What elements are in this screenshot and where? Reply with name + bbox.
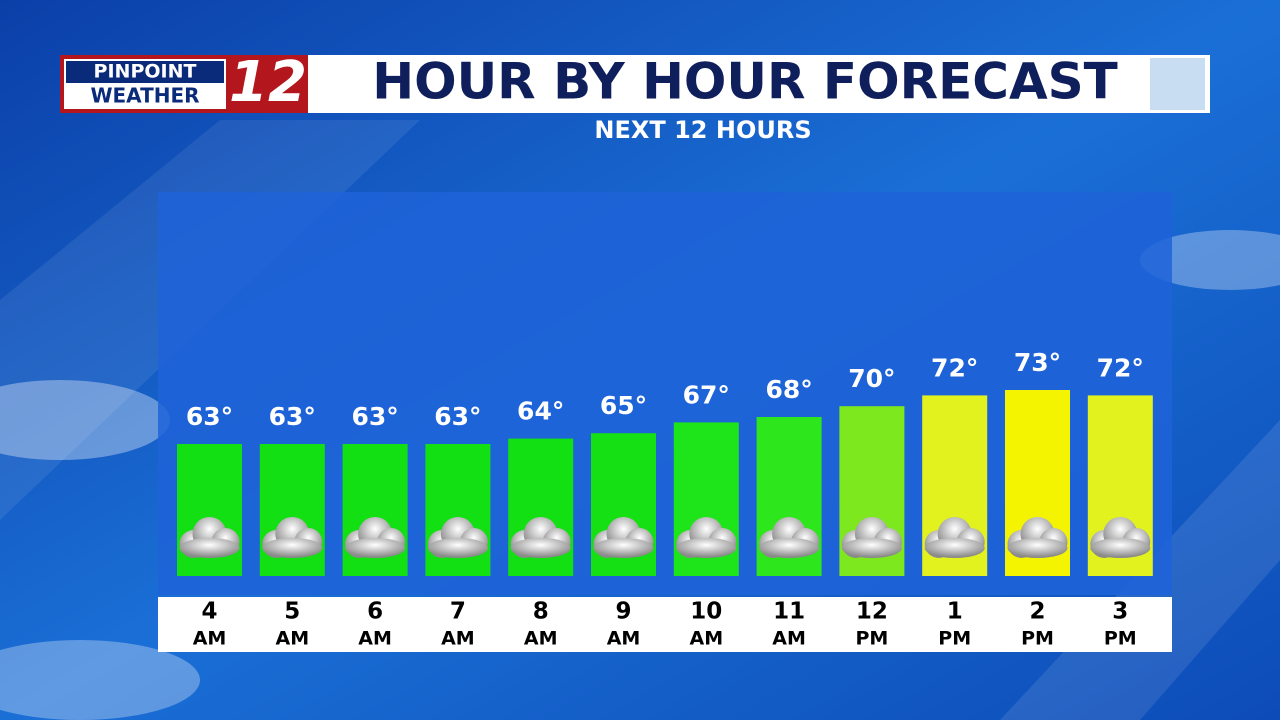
x-tick-label: 10 bbox=[690, 599, 722, 625]
x-tick-label: 7 bbox=[450, 599, 466, 625]
x-tick-label: 8 bbox=[533, 599, 549, 625]
x-tick-label: AM bbox=[772, 628, 806, 650]
x-tick-label: PM bbox=[938, 628, 971, 650]
label-strip bbox=[158, 597, 1172, 652]
x-tick-label: AM bbox=[441, 628, 475, 650]
value-label: 63° bbox=[434, 402, 481, 431]
weather-icon bbox=[510, 538, 571, 558]
logo-text: WEATHER bbox=[90, 84, 199, 108]
weather-icon bbox=[924, 538, 985, 558]
value-label: 72° bbox=[931, 353, 978, 382]
x-tick-label: AM bbox=[689, 628, 723, 650]
value-label: 73° bbox=[1014, 348, 1061, 377]
logo-band bbox=[66, 61, 224, 83]
x-tick-label: PM bbox=[1021, 628, 1054, 650]
weather-icon bbox=[1090, 538, 1151, 558]
weather-icon bbox=[262, 538, 323, 558]
weather-icon bbox=[841, 538, 902, 558]
value-label: 67° bbox=[683, 380, 730, 409]
bg-cloud bbox=[0, 640, 200, 720]
bg-cloud bbox=[1140, 230, 1280, 290]
logo-text: PINPOINT bbox=[94, 61, 197, 83]
chart-subtitle: NEXT 12 HOURS bbox=[594, 116, 811, 144]
x-tick-label: AM bbox=[193, 628, 227, 650]
chart-title: HOUR BY HOUR FORECAST bbox=[372, 53, 1118, 111]
value-label: 63° bbox=[269, 402, 316, 431]
value-label: 70° bbox=[848, 364, 895, 393]
x-tick-label: AM bbox=[524, 628, 558, 650]
weather-icon bbox=[427, 538, 488, 558]
x-tick-label: 11 bbox=[773, 599, 805, 625]
x-tick-label: PM bbox=[855, 628, 888, 650]
x-tick-label: 1 bbox=[947, 599, 963, 625]
x-tick-label: PM bbox=[1104, 628, 1137, 650]
x-tick-label: AM bbox=[358, 628, 392, 650]
x-tick-label: 4 bbox=[201, 599, 217, 625]
weather-icon bbox=[345, 538, 406, 558]
x-tick-label: 6 bbox=[367, 599, 383, 625]
logo-number: 12 bbox=[229, 50, 307, 115]
value-label: 64° bbox=[517, 397, 564, 426]
weather-icon bbox=[1007, 538, 1068, 558]
x-tick-label: AM bbox=[607, 628, 641, 650]
weather-icon bbox=[759, 538, 820, 558]
value-label: 65° bbox=[600, 391, 647, 420]
weather-icon bbox=[676, 538, 737, 558]
value-label: 63° bbox=[351, 402, 398, 431]
weather-icon bbox=[179, 538, 240, 558]
x-tick-label: AM bbox=[275, 628, 309, 650]
chart-panel bbox=[158, 192, 1172, 595]
title-bar-accent bbox=[1150, 58, 1205, 110]
value-label: 63° bbox=[186, 402, 233, 431]
x-tick-label: 9 bbox=[615, 599, 631, 625]
value-label: 68° bbox=[765, 375, 812, 404]
x-tick-label: 5 bbox=[284, 599, 300, 625]
bars: 63° 4 AM 63° 5 AM 63° 6 AM 63° 7 AM 64° 8 AM 65° 9 AM 67° 1… bbox=[177, 348, 1153, 650]
weather-icon bbox=[593, 538, 654, 558]
x-tick-label: 3 bbox=[1112, 599, 1128, 625]
x-tick-label: 12 bbox=[856, 599, 888, 625]
value-label: 72° bbox=[1097, 353, 1144, 382]
x-tick-label: 2 bbox=[1029, 599, 1045, 625]
bg-cloud bbox=[0, 380, 170, 460]
